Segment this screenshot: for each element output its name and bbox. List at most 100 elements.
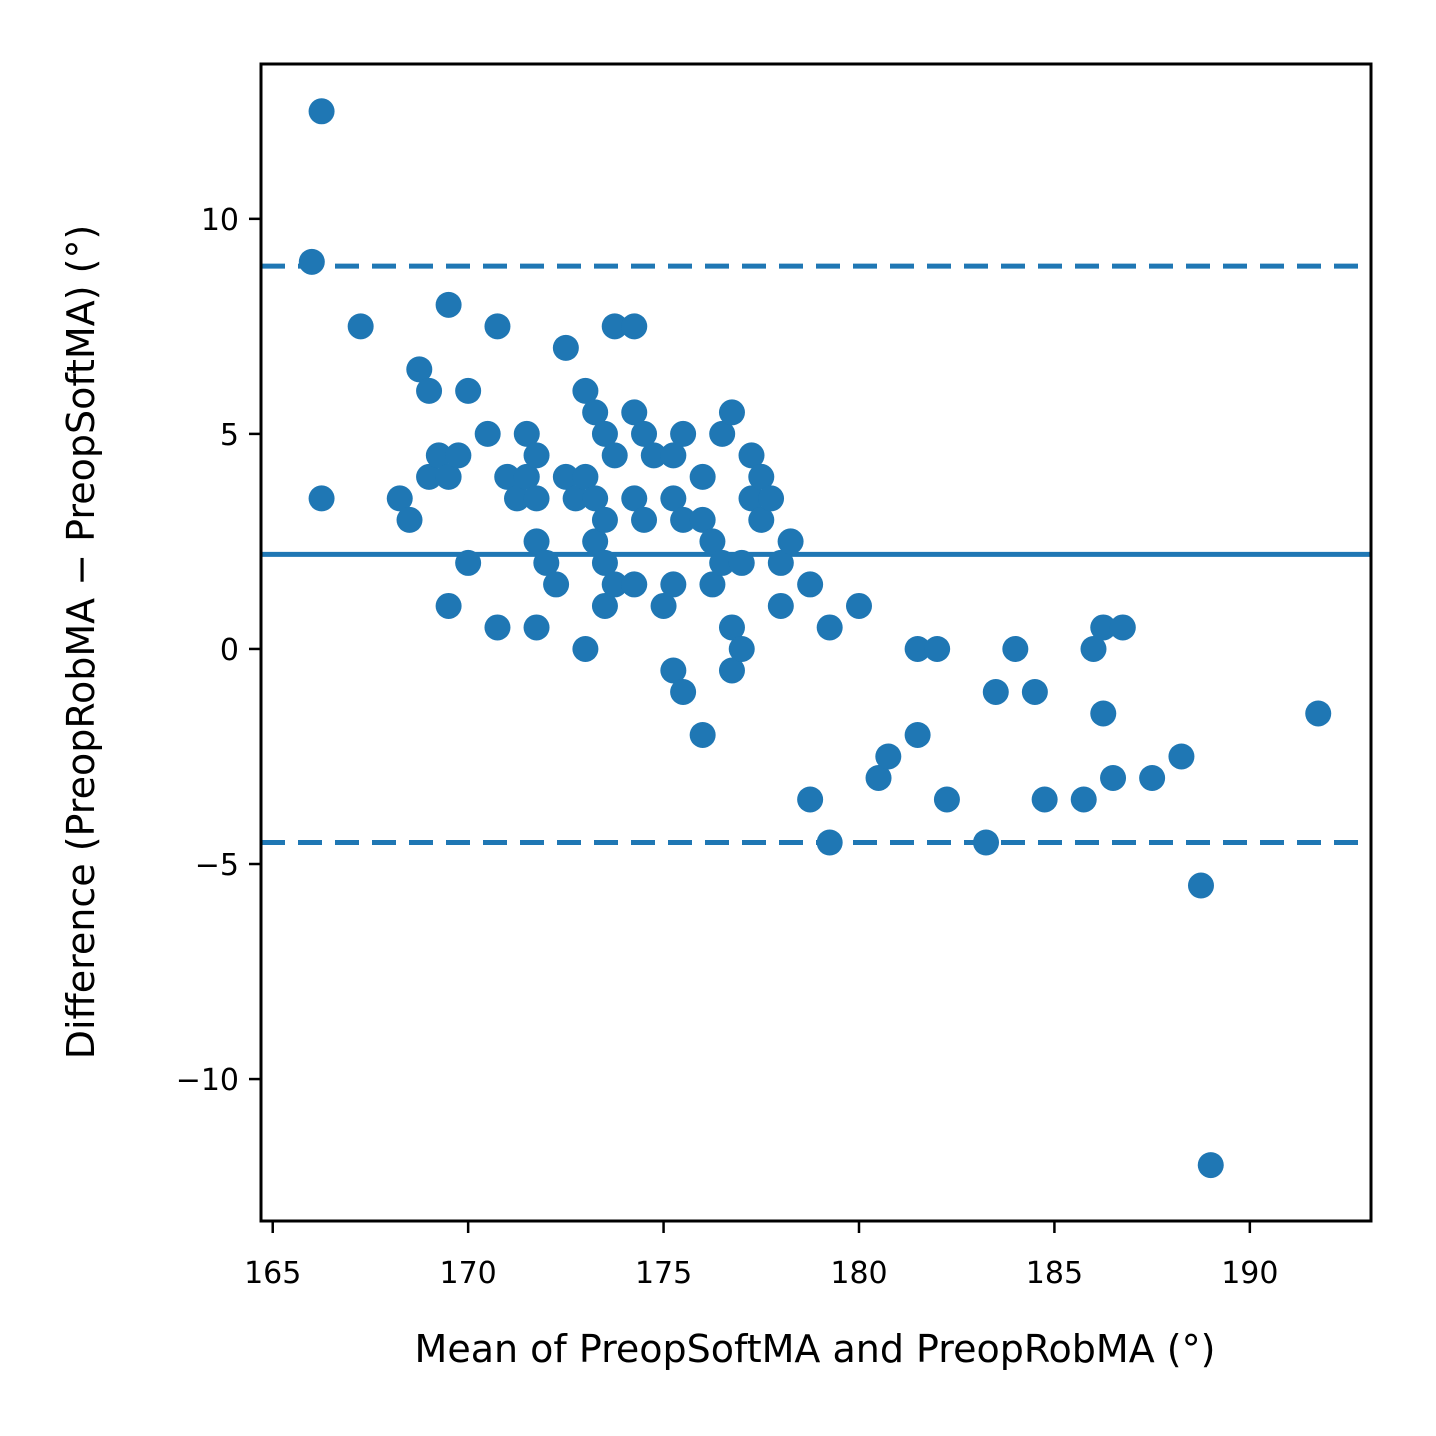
data-point [601,442,628,469]
data-point [709,549,736,576]
data-point [699,528,726,555]
data-point [718,657,745,684]
data-point [416,377,443,404]
data-point [523,614,550,641]
data-point [523,528,550,555]
data-point [582,399,609,426]
data-point [1080,635,1107,662]
data-point [660,657,687,684]
data-point [973,829,1000,856]
data-point [435,592,462,619]
data-point [1100,764,1127,791]
data-point [523,485,550,512]
data-point [1090,700,1117,727]
data-point [572,377,599,404]
data-point [631,506,658,533]
y-tick-label: −5 [195,848,239,883]
data-point [572,463,599,490]
data-point [455,377,482,404]
y-axis-label: Difference (PreopRobMA − PreopSoftMA) (°… [59,225,103,1060]
data-point [416,463,443,490]
data-point [728,635,755,662]
data-point [621,313,648,340]
data-point [1187,872,1214,899]
data-point [718,614,745,641]
data-point [533,549,560,576]
data-point [474,420,501,447]
data-point [797,786,824,813]
y-tick-label: −10 [176,1063,239,1098]
data-point [621,485,648,512]
data-point [904,635,931,662]
data-point [591,420,618,447]
data-point [758,485,785,512]
data-point [982,678,1009,705]
data-point [308,98,335,125]
data-point [308,485,335,512]
x-tick-label: 180 [830,1256,887,1291]
data-point [406,356,433,383]
y-tick-label: 0 [220,633,239,668]
data-point [484,614,511,641]
data-point [816,614,843,641]
data-point [660,571,687,598]
data-point [396,506,423,533]
data-point [1197,1152,1224,1179]
data-point [1021,678,1048,705]
data-point [718,399,745,426]
data-point [767,592,794,619]
data-point [591,506,618,533]
data-point [1139,764,1166,791]
data-point [689,463,716,490]
data-point [1002,635,1029,662]
data-point [494,463,521,490]
data-point [435,463,462,490]
data-point [435,291,462,318]
x-tick-label: 190 [1221,1256,1278,1291]
data-point [1305,700,1332,727]
data-point [933,786,960,813]
data-point [924,635,951,662]
data-point [523,442,550,469]
data-point [386,485,413,512]
data-point [670,678,697,705]
data-point [767,549,794,576]
data-point [777,528,804,555]
data-point [660,485,687,512]
data-point [298,248,325,275]
y-tick-label: 10 [201,203,239,238]
data-point [709,420,736,447]
data-point [816,829,843,856]
data-point [728,549,755,576]
data-point [865,764,892,791]
data-point [1090,614,1117,641]
data-point [1109,614,1136,641]
data-point [484,313,511,340]
data-point [670,420,697,447]
data-point [562,485,589,512]
data-point [582,485,609,512]
data-point [660,442,687,469]
x-axis-ticks: 165 170 175 180 185 190 [244,1221,1278,1291]
data-point [513,463,540,490]
data-point [572,635,599,662]
reference-lines [261,263,1371,846]
data-point [738,485,765,512]
y-tick-label: 5 [220,418,239,453]
x-tick-label: 165 [244,1256,301,1291]
data-point [797,571,824,598]
data-point [621,399,648,426]
data-point [347,313,374,340]
data-point [445,442,472,469]
data-point [689,721,716,748]
data-point [455,549,482,576]
data-point [1070,786,1097,813]
data-point [582,528,609,555]
data-point [552,334,579,361]
plot-frame [259,62,1373,1223]
x-axis-label: Mean of PreopSoftMA and PreopRobMA (°) [415,1327,1216,1371]
data-point [601,313,628,340]
data-point [591,549,618,576]
data-point [738,442,765,469]
